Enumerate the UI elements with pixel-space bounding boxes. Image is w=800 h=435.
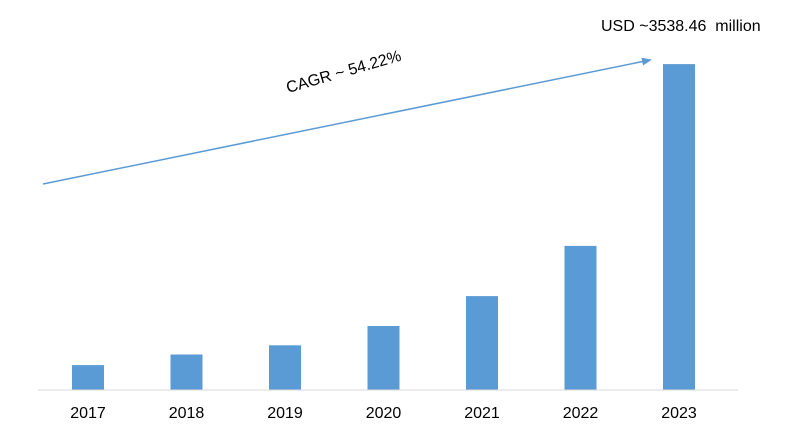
x-tick-2023: 2023 — [661, 405, 697, 422]
x-tick-2021: 2021 — [464, 405, 500, 422]
cagr-trend-arrow — [42, 57, 652, 185]
bar-2021 — [466, 296, 498, 390]
x-tick-2018: 2018 — [169, 405, 205, 422]
bar-2018 — [170, 354, 203, 390]
x-tick-2022: 2022 — [563, 405, 599, 422]
x-tick-2017: 2017 — [70, 405, 106, 422]
x-tick-2020: 2020 — [366, 405, 402, 422]
bars-group — [72, 64, 695, 390]
bar-2017 — [72, 365, 104, 390]
bar-2023 — [663, 64, 695, 390]
x-tick-2019: 2019 — [267, 405, 303, 422]
bar-2022 — [564, 245, 597, 390]
bar-2020 — [367, 326, 400, 390]
final-value-label: USD ~3538.46 million — [601, 18, 761, 35]
x-tick-labels: 2017 2018 2019 2020 2021 2022 2023 — [70, 405, 697, 422]
cagr-label: CAGR ~ 54.22% — [284, 48, 403, 97]
bar-2019 — [269, 345, 301, 390]
